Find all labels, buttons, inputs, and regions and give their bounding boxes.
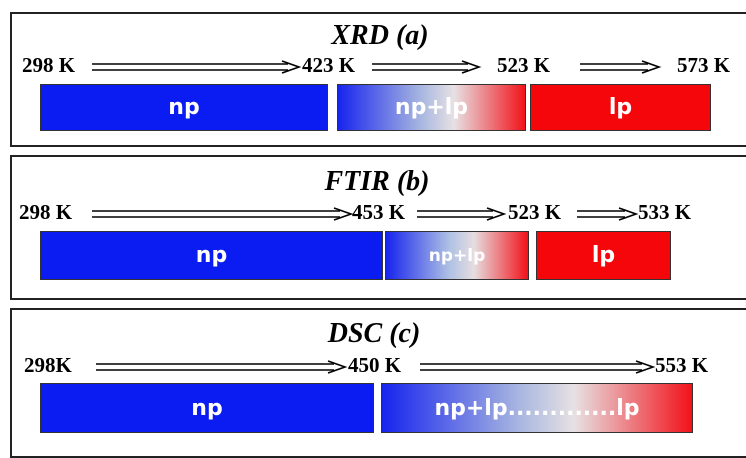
temp-label-553: 553 K [655, 353, 709, 377]
temp-label-298: 298 K [22, 53, 76, 77]
phase-bar-lp: lp [536, 231, 671, 280]
arrow-icon [92, 60, 302, 74]
temp-label-573: 573 K [677, 53, 731, 77]
arrow-icon [580, 60, 662, 74]
temp-label-523: 523 K [497, 53, 551, 77]
phase-bar-np-lp: np+lp [337, 84, 526, 131]
phase-bar-np-lp: np+lp.............lp [381, 383, 693, 433]
panel-title-ftir: FTIR (b) [324, 166, 430, 197]
arrow-icon [420, 360, 656, 374]
phase-bar-np: np [40, 383, 374, 433]
temp-label-298: 298K [24, 353, 72, 377]
arrow-icon [372, 60, 482, 74]
temp-label-423: 423 K [302, 53, 356, 77]
phase-bar-np: np [40, 231, 383, 280]
arrow-icon [96, 360, 348, 374]
panel-title-xrd: XRD (a) [331, 20, 429, 51]
panel-dsc: DSC (c) 298K 450 K 553 K np np+lp.......… [10, 308, 746, 458]
panel-ftir: FTIR (b) 298 K 453 K 523 K 533 K np np+l… [10, 155, 746, 300]
temp-label-453: 453 K [352, 200, 406, 224]
temp-label-533: 533 K [638, 200, 692, 224]
arrow-icon [577, 207, 639, 221]
panel-xrd: XRD (a) 298 K 423 K 523 K 573 K np np+lp… [10, 12, 746, 147]
phase-bar-lp: lp [530, 84, 711, 131]
panel-title-dsc: DSC (c) [327, 318, 421, 349]
arrow-icon [417, 207, 507, 221]
phase-bar-np-lp: np+lp [385, 231, 529, 280]
phase-bar-np: np [40, 84, 328, 131]
temp-label-450: 450 K [348, 353, 402, 377]
temp-label-298: 298 K [19, 200, 73, 224]
arrow-icon [92, 207, 354, 221]
temp-label-523: 523 K [508, 200, 562, 224]
